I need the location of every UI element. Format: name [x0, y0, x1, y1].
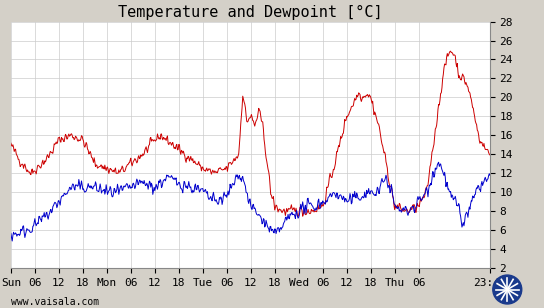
Text: www.vaisala.com: www.vaisala.com	[11, 297, 99, 307]
Title: Temperature and Dewpoint [°C]: Temperature and Dewpoint [°C]	[118, 5, 382, 20]
Circle shape	[493, 275, 522, 304]
